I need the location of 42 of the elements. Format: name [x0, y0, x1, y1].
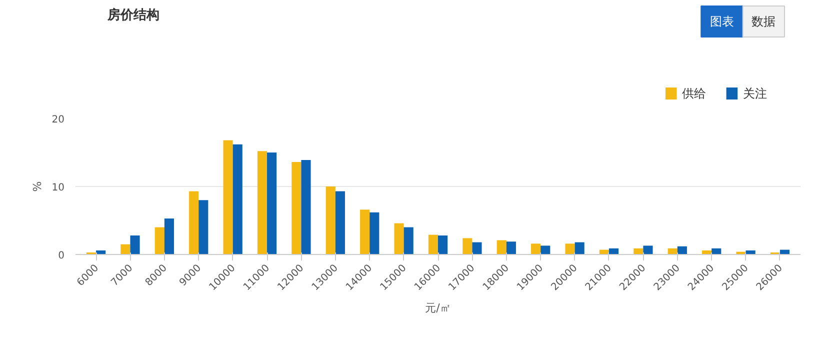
bar — [472, 242, 482, 254]
bar — [574, 242, 584, 254]
bar — [223, 140, 233, 254]
bar — [164, 218, 174, 254]
bar — [462, 238, 472, 254]
bar — [301, 160, 311, 254]
y-tick-label: 20 — [52, 114, 65, 126]
x-axis-title: 元/㎡ — [425, 302, 451, 315]
bar — [599, 250, 609, 254]
bar — [496, 240, 506, 254]
bar — [267, 152, 277, 254]
bar — [360, 210, 370, 254]
bar — [232, 144, 242, 254]
legend-label: 关注 — [742, 86, 767, 100]
bar — [506, 242, 516, 254]
bar — [154, 227, 164, 254]
bar — [189, 191, 199, 254]
bar — [565, 244, 575, 254]
bar — [120, 244, 130, 254]
bar — [677, 246, 687, 254]
bar — [531, 244, 541, 254]
bar — [370, 212, 380, 254]
bar — [198, 200, 208, 254]
bar — [643, 246, 653, 254]
bar — [438, 235, 448, 254]
text: 数据 — [752, 14, 776, 28]
y-axis-title: % — [30, 181, 44, 192]
bar — [326, 186, 336, 254]
bar — [404, 227, 414, 254]
bar — [335, 191, 345, 254]
bar — [394, 223, 404, 254]
bar — [428, 234, 438, 254]
y-tick-label: 10 — [52, 182, 65, 194]
bar — [292, 162, 302, 254]
bar — [130, 235, 140, 254]
chart-title: 房价结构 — [106, 7, 160, 23]
bar — [540, 246, 550, 254]
text: 图表 — [710, 14, 734, 28]
y-tick-label: 0 — [58, 250, 65, 262]
legend-label: 供给 — [682, 86, 706, 100]
bar — [780, 250, 790, 254]
bar — [257, 151, 268, 254]
